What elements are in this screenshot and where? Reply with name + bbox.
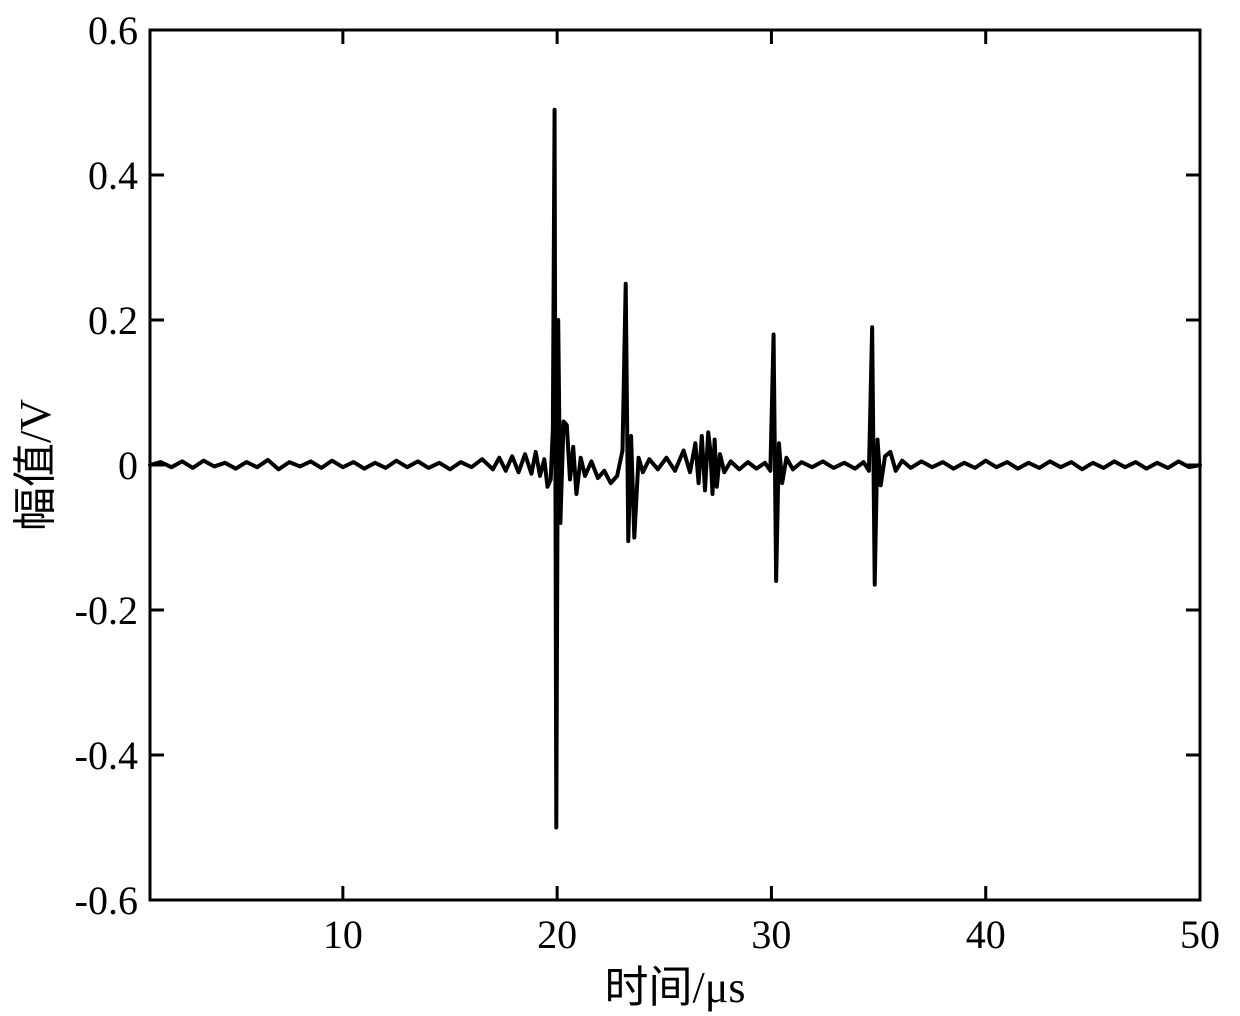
chart-svg: 10 20 30 40 50 -0.6 -0.4 -0.2 0 0.2 0.4 0.6 时间/μs 幅值/… (0, 0, 1240, 1016)
y-tick-label: -0.6 (75, 878, 138, 923)
signal-chart: 10 20 30 40 50 -0.6 -0.4 -0.2 0 0.2 0.4 0.6 时间/μs 幅值/… (0, 0, 1240, 1016)
x-tick-label: 20 (537, 912, 577, 957)
y-tick-label: 0.2 (88, 298, 138, 343)
y-tick-label: -0.4 (75, 733, 138, 778)
y-axis-label: 幅值/V (11, 399, 60, 531)
x-axis-label: 时间/μs (605, 963, 746, 1012)
y-tick-label: -0.2 (75, 588, 138, 633)
x-tick-label: 30 (751, 912, 791, 957)
x-tick-label: 50 (1180, 912, 1220, 957)
x-tick-label: 40 (966, 912, 1006, 957)
x-tick-label: 10 (323, 912, 363, 957)
y-tick-label: 0 (118, 443, 138, 488)
y-tick-label: 0.6 (88, 8, 138, 53)
y-tick-label: 0.4 (88, 153, 138, 198)
